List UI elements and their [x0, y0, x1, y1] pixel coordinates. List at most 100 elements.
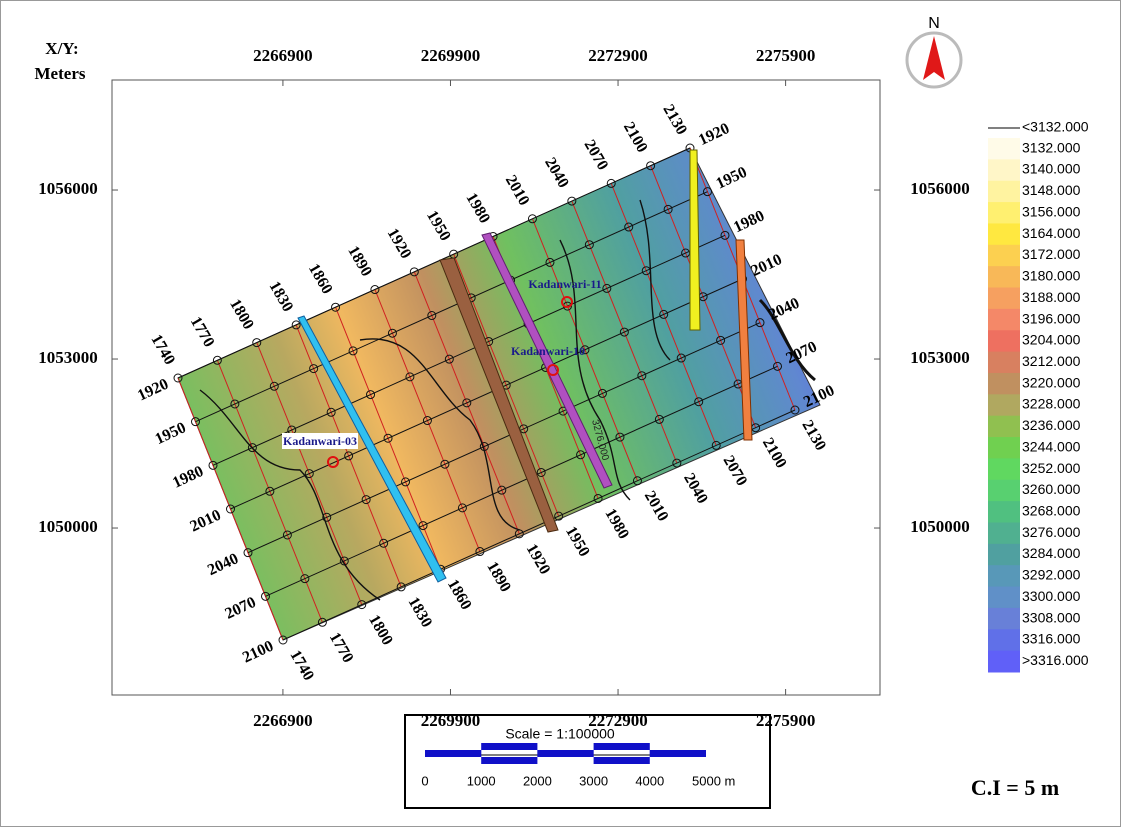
legend-label: 3204.000 [1022, 332, 1081, 348]
legend-swatch [988, 458, 1020, 480]
legend-label: 3292.000 [1022, 567, 1081, 583]
legend-label: 3148.000 [1022, 182, 1081, 198]
legend-label: 3212.000 [1022, 353, 1081, 369]
scale-segment [650, 750, 706, 757]
line-label: 2100 [759, 435, 790, 471]
line-label: 1770 [187, 314, 218, 350]
line-label: 1950 [153, 419, 189, 448]
y-tick-label: 1056000 [910, 179, 970, 198]
legend-label: 3228.000 [1022, 396, 1081, 412]
legend-swatch [988, 138, 1020, 160]
line-label: 1980 [462, 190, 493, 226]
legend-label: 3236.000 [1022, 417, 1081, 433]
x-tick-label: 2266900 [253, 46, 313, 65]
line-label: 2100 [240, 638, 276, 667]
line-label: 2040 [766, 295, 802, 324]
legend-label: 3316.000 [1022, 631, 1081, 647]
line-label: 2040 [680, 470, 711, 506]
y-tick-label: 1056000 [38, 179, 98, 198]
legend-swatch [988, 522, 1020, 544]
north-label: N [928, 15, 940, 32]
line-label: 1920 [523, 541, 554, 577]
well-label: Kadanwari-03 [283, 434, 357, 448]
line-label: 2070 [223, 594, 259, 623]
legend-swatch [988, 608, 1020, 630]
legend-swatch [988, 437, 1020, 459]
legend-swatch [988, 544, 1020, 566]
line-label: 1770 [326, 630, 357, 666]
scale-label: 2000 [523, 773, 552, 788]
x-tick-label: 2269900 [421, 46, 481, 65]
line-label: 2130 [798, 417, 829, 453]
axis-title: X/Y: [45, 39, 78, 58]
legend-label: 3196.000 [1022, 310, 1081, 326]
scale-segment [425, 750, 481, 757]
line-label: 2010 [641, 488, 672, 524]
line-label: 1860 [305, 261, 336, 297]
scale-label: 1000 [467, 773, 496, 788]
legend-label: 3140.000 [1022, 161, 1081, 177]
scale-label: 4000 [635, 773, 664, 788]
well-label: Kadanwari-11 [528, 277, 601, 291]
contour-interval: C.I = 5 m [971, 775, 1059, 800]
legend-swatch [988, 223, 1020, 245]
line-label: 2070 [581, 137, 612, 173]
scale-segment [481, 743, 537, 750]
line-label: 2010 [749, 251, 785, 280]
map-figure: X/Y: Meters Kadanwari-11 Kadanwari-10 Ka… [0, 0, 1121, 827]
legend-swatch [988, 181, 1020, 203]
legend-swatch [988, 565, 1020, 587]
line-label: 2040 [541, 155, 572, 191]
y-tick-label: 1050000 [38, 517, 98, 536]
legend-label: 3172.000 [1022, 246, 1081, 262]
line-label: 1980 [731, 207, 767, 236]
legend-label: 3188.000 [1022, 289, 1081, 305]
line-label: 2130 [659, 102, 690, 138]
line-label: 1890 [344, 243, 375, 279]
line-label: 1740 [147, 332, 178, 368]
legend-swatch [988, 159, 1020, 181]
legend-swatch [988, 330, 1020, 352]
legend-label: <3132.000 [1022, 119, 1089, 135]
line-label: 2040 [205, 550, 241, 579]
legend-swatch [988, 266, 1020, 288]
legend-label: 3156.000 [1022, 203, 1081, 219]
line-label: 1800 [226, 296, 257, 332]
line-label: 2010 [188, 507, 224, 536]
line-label: 1980 [601, 506, 632, 542]
y-tick-label: 1053000 [38, 348, 98, 367]
legend-label: 3300.000 [1022, 588, 1081, 604]
scale-segment [537, 750, 593, 757]
line-label: 2070 [720, 453, 751, 489]
y-tick-label: 1053000 [910, 348, 970, 367]
legend-swatch [988, 394, 1020, 416]
legend-swatch [988, 629, 1020, 651]
line-label: 1980 [170, 463, 206, 492]
scale-label: 3000 [579, 773, 608, 788]
line-label: 1950 [423, 208, 454, 244]
line-label: 1920 [696, 120, 732, 149]
line-label: 2010 [502, 172, 533, 208]
legend-label: >3316.000 [1022, 652, 1089, 668]
north-arrow: N [907, 15, 961, 87]
scale-label: 0 [421, 773, 428, 788]
legend-label: 3244.000 [1022, 438, 1081, 454]
well-label: Kadanwari-10 [511, 344, 585, 358]
scale-segment [481, 757, 537, 764]
x-tick-label: 2269900 [421, 711, 481, 730]
legend-label: 3260.000 [1022, 481, 1081, 497]
legend-label: 3268.000 [1022, 503, 1081, 519]
legend: <3132.0003132.0003140.0003148.0003156.00… [988, 119, 1089, 673]
legend-swatch [988, 416, 1020, 438]
y-tick-label: 1050000 [910, 517, 970, 536]
legend-swatch [988, 202, 1020, 224]
line-label: 1920 [384, 225, 415, 261]
line-label: 1860 [444, 577, 475, 613]
line-label: 1830 [266, 279, 297, 315]
scale-label: 5000 m [692, 773, 735, 788]
x-tick-label: 2272900 [588, 46, 648, 65]
line-label: 1890 [483, 559, 514, 595]
legend-label: 3252.000 [1022, 460, 1081, 476]
legend-swatch [988, 309, 1020, 331]
legend-swatch [988, 501, 1020, 523]
